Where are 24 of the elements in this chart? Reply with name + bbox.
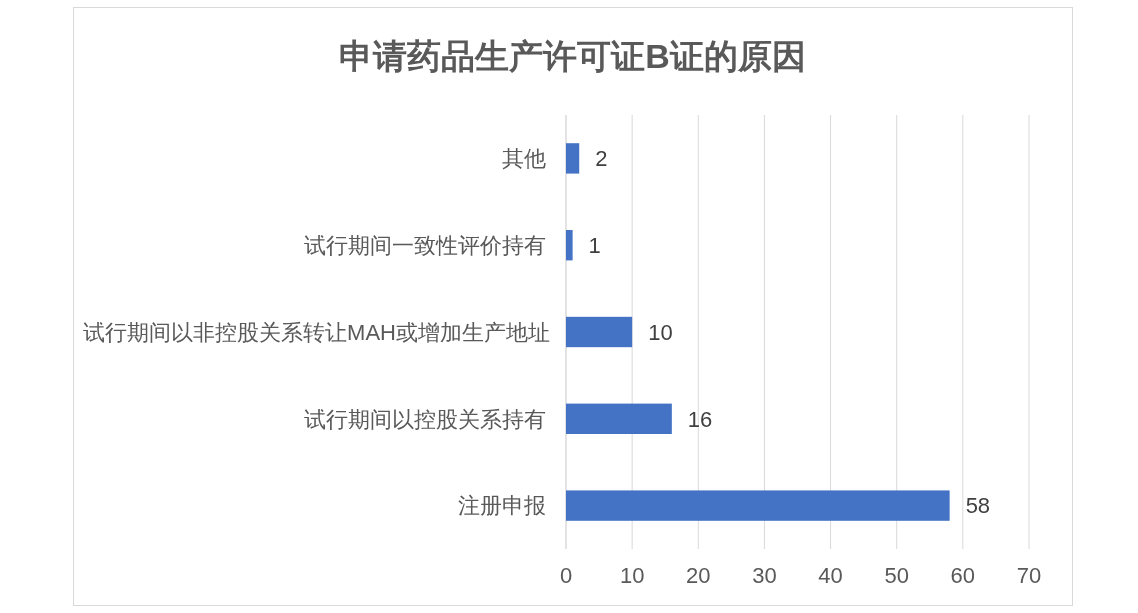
x-tick-label: 30 (752, 563, 777, 588)
data-label: 16 (687, 406, 713, 432)
data-label: 2 (595, 146, 608, 172)
x-tick-label: 60 (950, 563, 976, 588)
bar (566, 316, 633, 348)
chart-title: 申请药品生产许可证B证的原因 (339, 37, 806, 75)
data-label: 10 (648, 319, 673, 345)
bar (566, 230, 573, 261)
x-tick-label: 40 (818, 563, 843, 588)
y-tick-label: 试行期间一致性评价持有 (304, 232, 546, 258)
y-tick-label: 其他 (502, 146, 546, 172)
x-tick-label: 0 (559, 563, 573, 588)
bar (566, 490, 950, 521)
x-tick-label: 20 (686, 563, 711, 588)
x-tick-label: 50 (884, 563, 909, 588)
bar (566, 143, 580, 174)
x-tick-label: 10 (619, 563, 645, 588)
data-label: 58 (965, 493, 991, 519)
bar (566, 403, 672, 434)
data-label: 1 (588, 232, 601, 258)
y-tick-label: 试行期间以控股关系持有 (304, 406, 546, 432)
x-tick-label: 70 (1016, 563, 1042, 588)
y-tick-label: 注册申报 (458, 493, 546, 519)
y-tick-label: 试行期间以非控股关系转让MAH或增加生产地址 (83, 319, 550, 345)
